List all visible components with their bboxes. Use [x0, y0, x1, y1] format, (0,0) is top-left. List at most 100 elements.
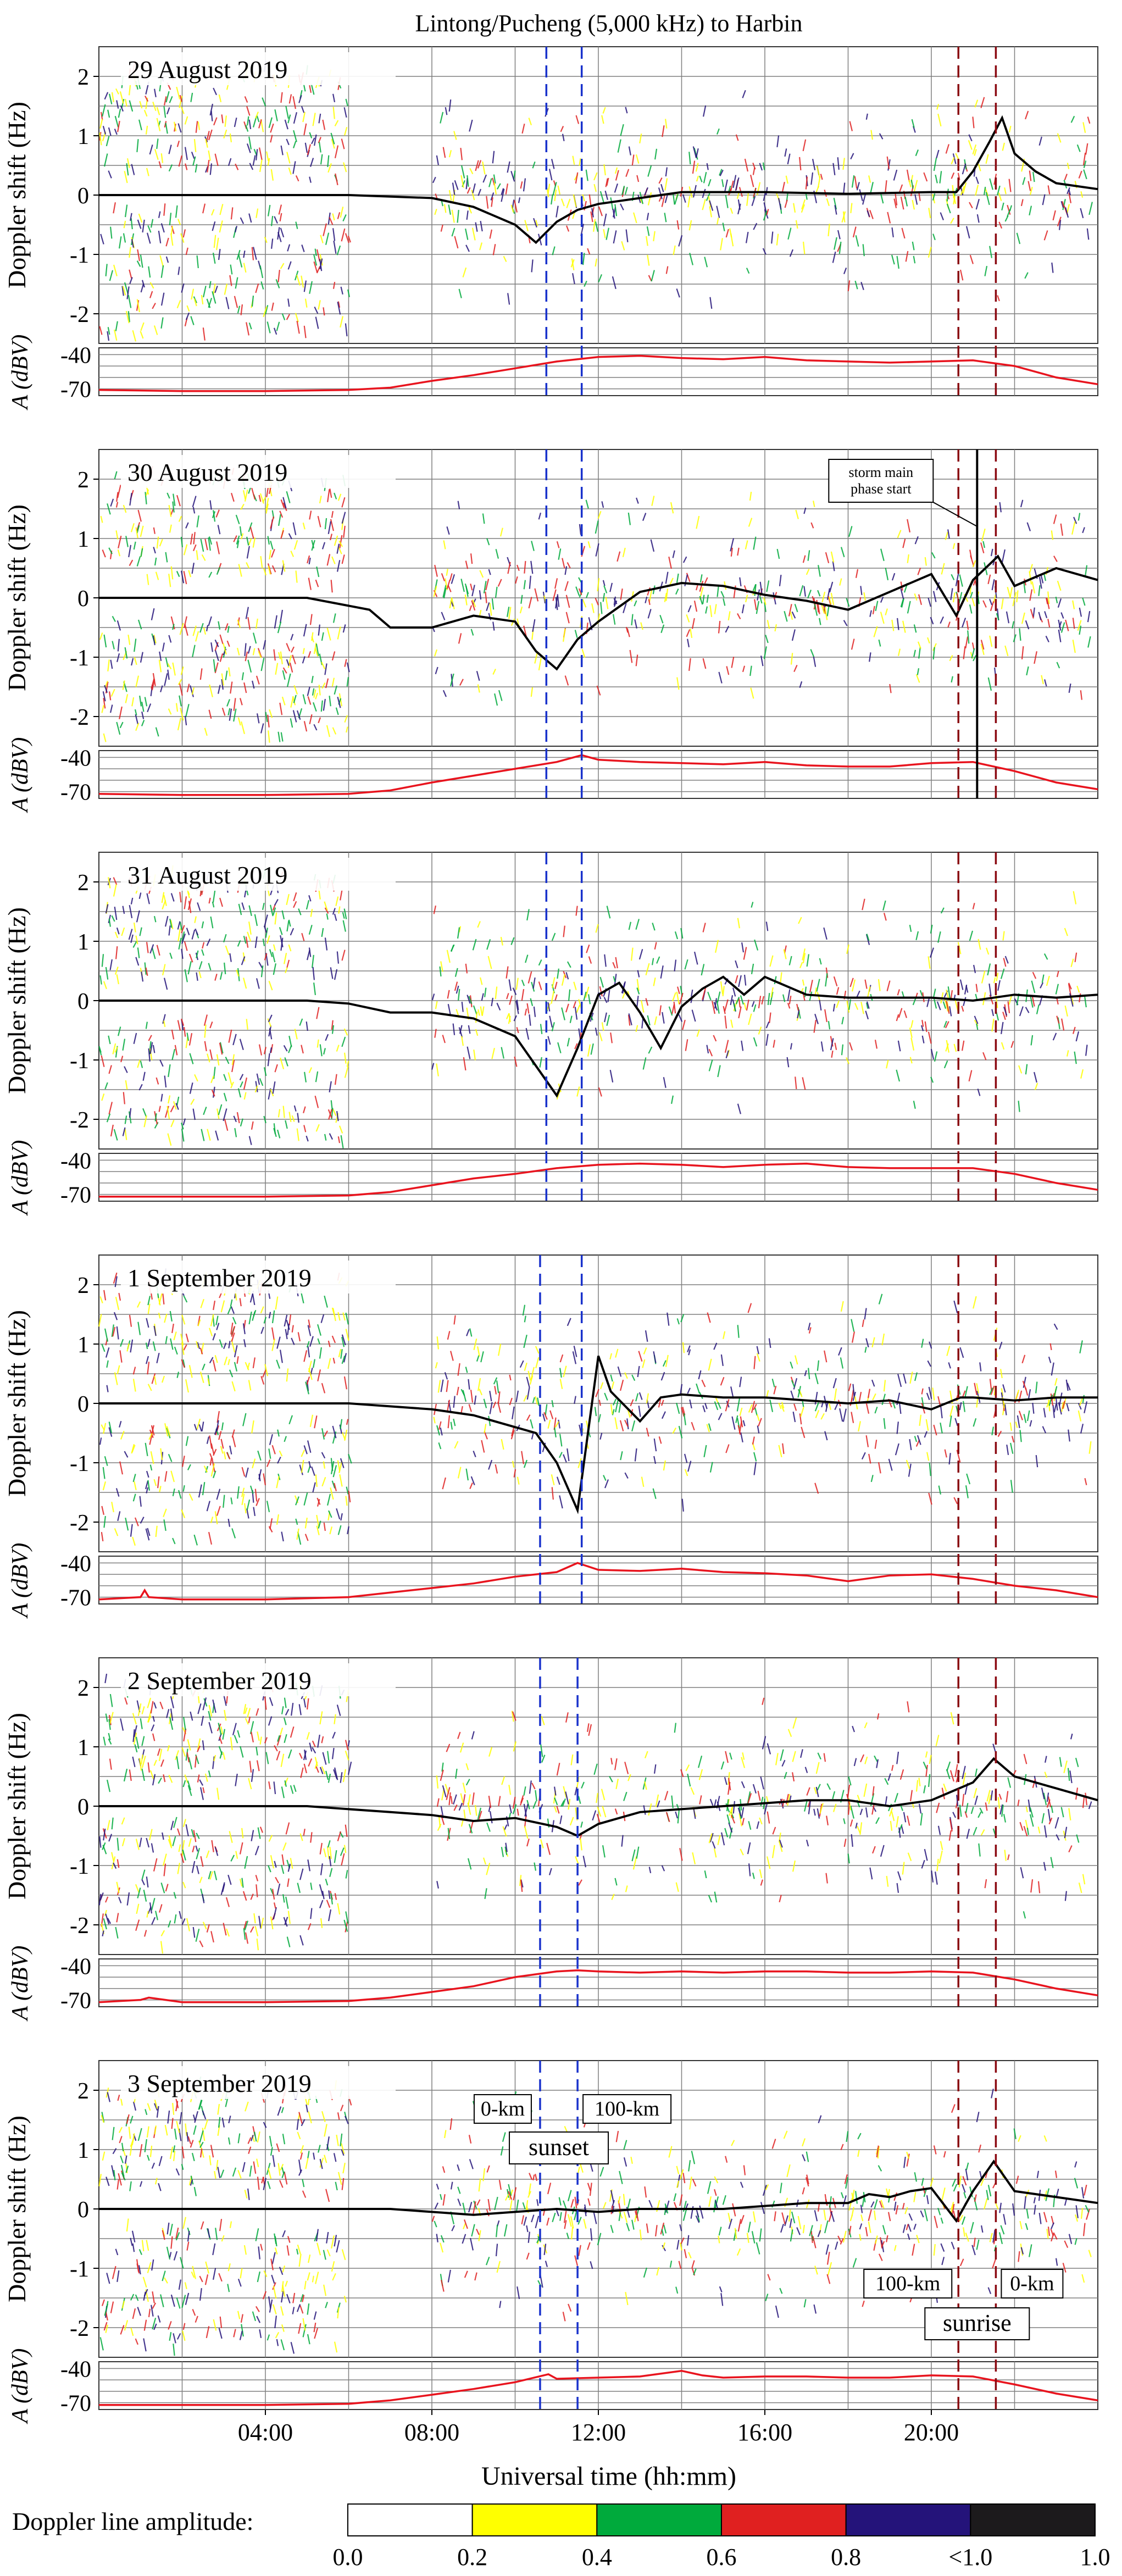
doppler-trace-point [562, 558, 565, 569]
doppler-trace-point [268, 117, 273, 128]
doppler-trace-point [476, 1355, 480, 1362]
doppler-trace-point [190, 316, 195, 325]
doppler-trace-point [280, 937, 284, 951]
doppler-trace-point [144, 697, 148, 707]
doppler-trace-point [308, 557, 311, 565]
doppler-trace-point [451, 209, 455, 223]
doppler-trace-point [1034, 1072, 1037, 1083]
doppler-trace-point [1071, 997, 1074, 1005]
doppler-trace-point [341, 512, 346, 524]
doppler-trace-point [603, 1475, 607, 1481]
doppler-trace-point [770, 987, 774, 998]
doppler-trace-point [652, 923, 656, 931]
doppler-trace-point [243, 1077, 248, 1090]
doppler-trace-point [937, 931, 941, 943]
doppler-trace-point [122, 906, 125, 914]
doppler-trace-point [442, 690, 447, 697]
doppler-trace-point [268, 1312, 271, 1319]
doppler-trace-point [450, 1422, 453, 1430]
doppler-trace-point [495, 986, 498, 1000]
doppler-trace-point [470, 1476, 475, 1486]
doppler-trace-point [101, 1093, 105, 1101]
doppler-trace-point [750, 174, 754, 187]
doppler-trace-point [634, 1448, 637, 1462]
doppler-trace-point [266, 1501, 270, 1513]
doppler-trace-point [559, 1354, 564, 1363]
doppler-trace-point [631, 947, 634, 961]
doppler-trace-point [547, 184, 551, 194]
doppler-trace-point [482, 174, 487, 183]
doppler-trace-point [218, 248, 221, 260]
doppler-trace-point [708, 179, 712, 187]
doppler-trace-point [642, 1057, 647, 1070]
doppler-trace-point [160, 1448, 163, 1461]
doppler-trace-point [966, 620, 969, 630]
doppler-trace-point [282, 560, 286, 572]
doppler-trace-point [140, 1061, 143, 1068]
doppler-trace-point [505, 183, 509, 195]
doppler-trace-point [559, 1379, 563, 1389]
doppler-trace-point [192, 156, 196, 166]
doppler-trace-point [1041, 974, 1045, 983]
doppler-trace-point [103, 981, 107, 990]
doppler-trace-point [288, 167, 292, 175]
doppler-trace-point [554, 578, 558, 589]
doppler-trace-point [607, 990, 610, 1002]
doppler-trace-point [1087, 116, 1091, 124]
doppler-trace-point [321, 1428, 325, 1440]
doppler-trace-point [203, 1107, 207, 1115]
doppler-trace-point [690, 628, 693, 639]
doppler-trace-point [691, 1009, 696, 1022]
doppler-trace-point [799, 585, 804, 597]
doppler-trace-point [303, 325, 307, 338]
doppler-trace-point [703, 171, 707, 184]
doppler-trace-point [1031, 581, 1036, 593]
doppler-trace-point [1030, 1035, 1034, 1046]
doppler-trace-point [114, 1276, 118, 1287]
doppler-trace-point [940, 212, 945, 220]
doppler-trace-point [880, 596, 884, 603]
doppler-trace-point [702, 188, 706, 198]
doppler-trace-point [275, 663, 279, 675]
doppler-trace-point [468, 996, 473, 1004]
doppler-trace-point [225, 945, 230, 956]
doppler-trace-point [963, 646, 966, 659]
doppler-trace-point [699, 574, 703, 583]
doppler-trace-point [743, 947, 747, 960]
doppler-trace-point [142, 219, 145, 233]
doppler-trace-point [196, 950, 199, 958]
doppler-trace-point [107, 503, 111, 515]
doppler-trace-point [177, 679, 182, 685]
doppler-trace-point [309, 176, 312, 183]
doppler-trace-point [552, 589, 557, 601]
amplitude-y-tick-label: -70 [60, 1183, 91, 1208]
doppler-trace-point [127, 634, 131, 645]
doppler-trace-point [826, 606, 830, 617]
doppler-trace-point [169, 96, 173, 103]
doppler-trace-point [1011, 1435, 1015, 1443]
doppler-trace-point [271, 302, 274, 311]
doppler-trace-point [191, 562, 195, 574]
doppler-trace-point [862, 898, 865, 911]
doppler-trace-point [434, 1029, 437, 1038]
doppler-trace-point [170, 1105, 175, 1113]
doppler-trace-point [170, 920, 174, 930]
doppler-trace-point [313, 724, 318, 731]
doppler-trace-point [628, 146, 631, 156]
doppler-trace-point [113, 884, 117, 897]
doppler-trace-point [949, 1006, 952, 1017]
doppler-trace-point [248, 487, 252, 494]
doppler-trace-point [303, 123, 307, 136]
doppler-trace-point [540, 1024, 543, 1035]
doppler-trace-point [265, 305, 269, 315]
doppler-trace-point [947, 621, 951, 628]
doppler-trace-point [606, 906, 611, 919]
doppler-trace-point [1030, 609, 1034, 619]
doppler-trace-point [230, 264, 233, 275]
doppler-trace-point [331, 1025, 335, 1034]
doppler-trace-point [830, 551, 835, 563]
doppler-trace-point [947, 986, 951, 1000]
doppler-trace-point [465, 585, 469, 597]
